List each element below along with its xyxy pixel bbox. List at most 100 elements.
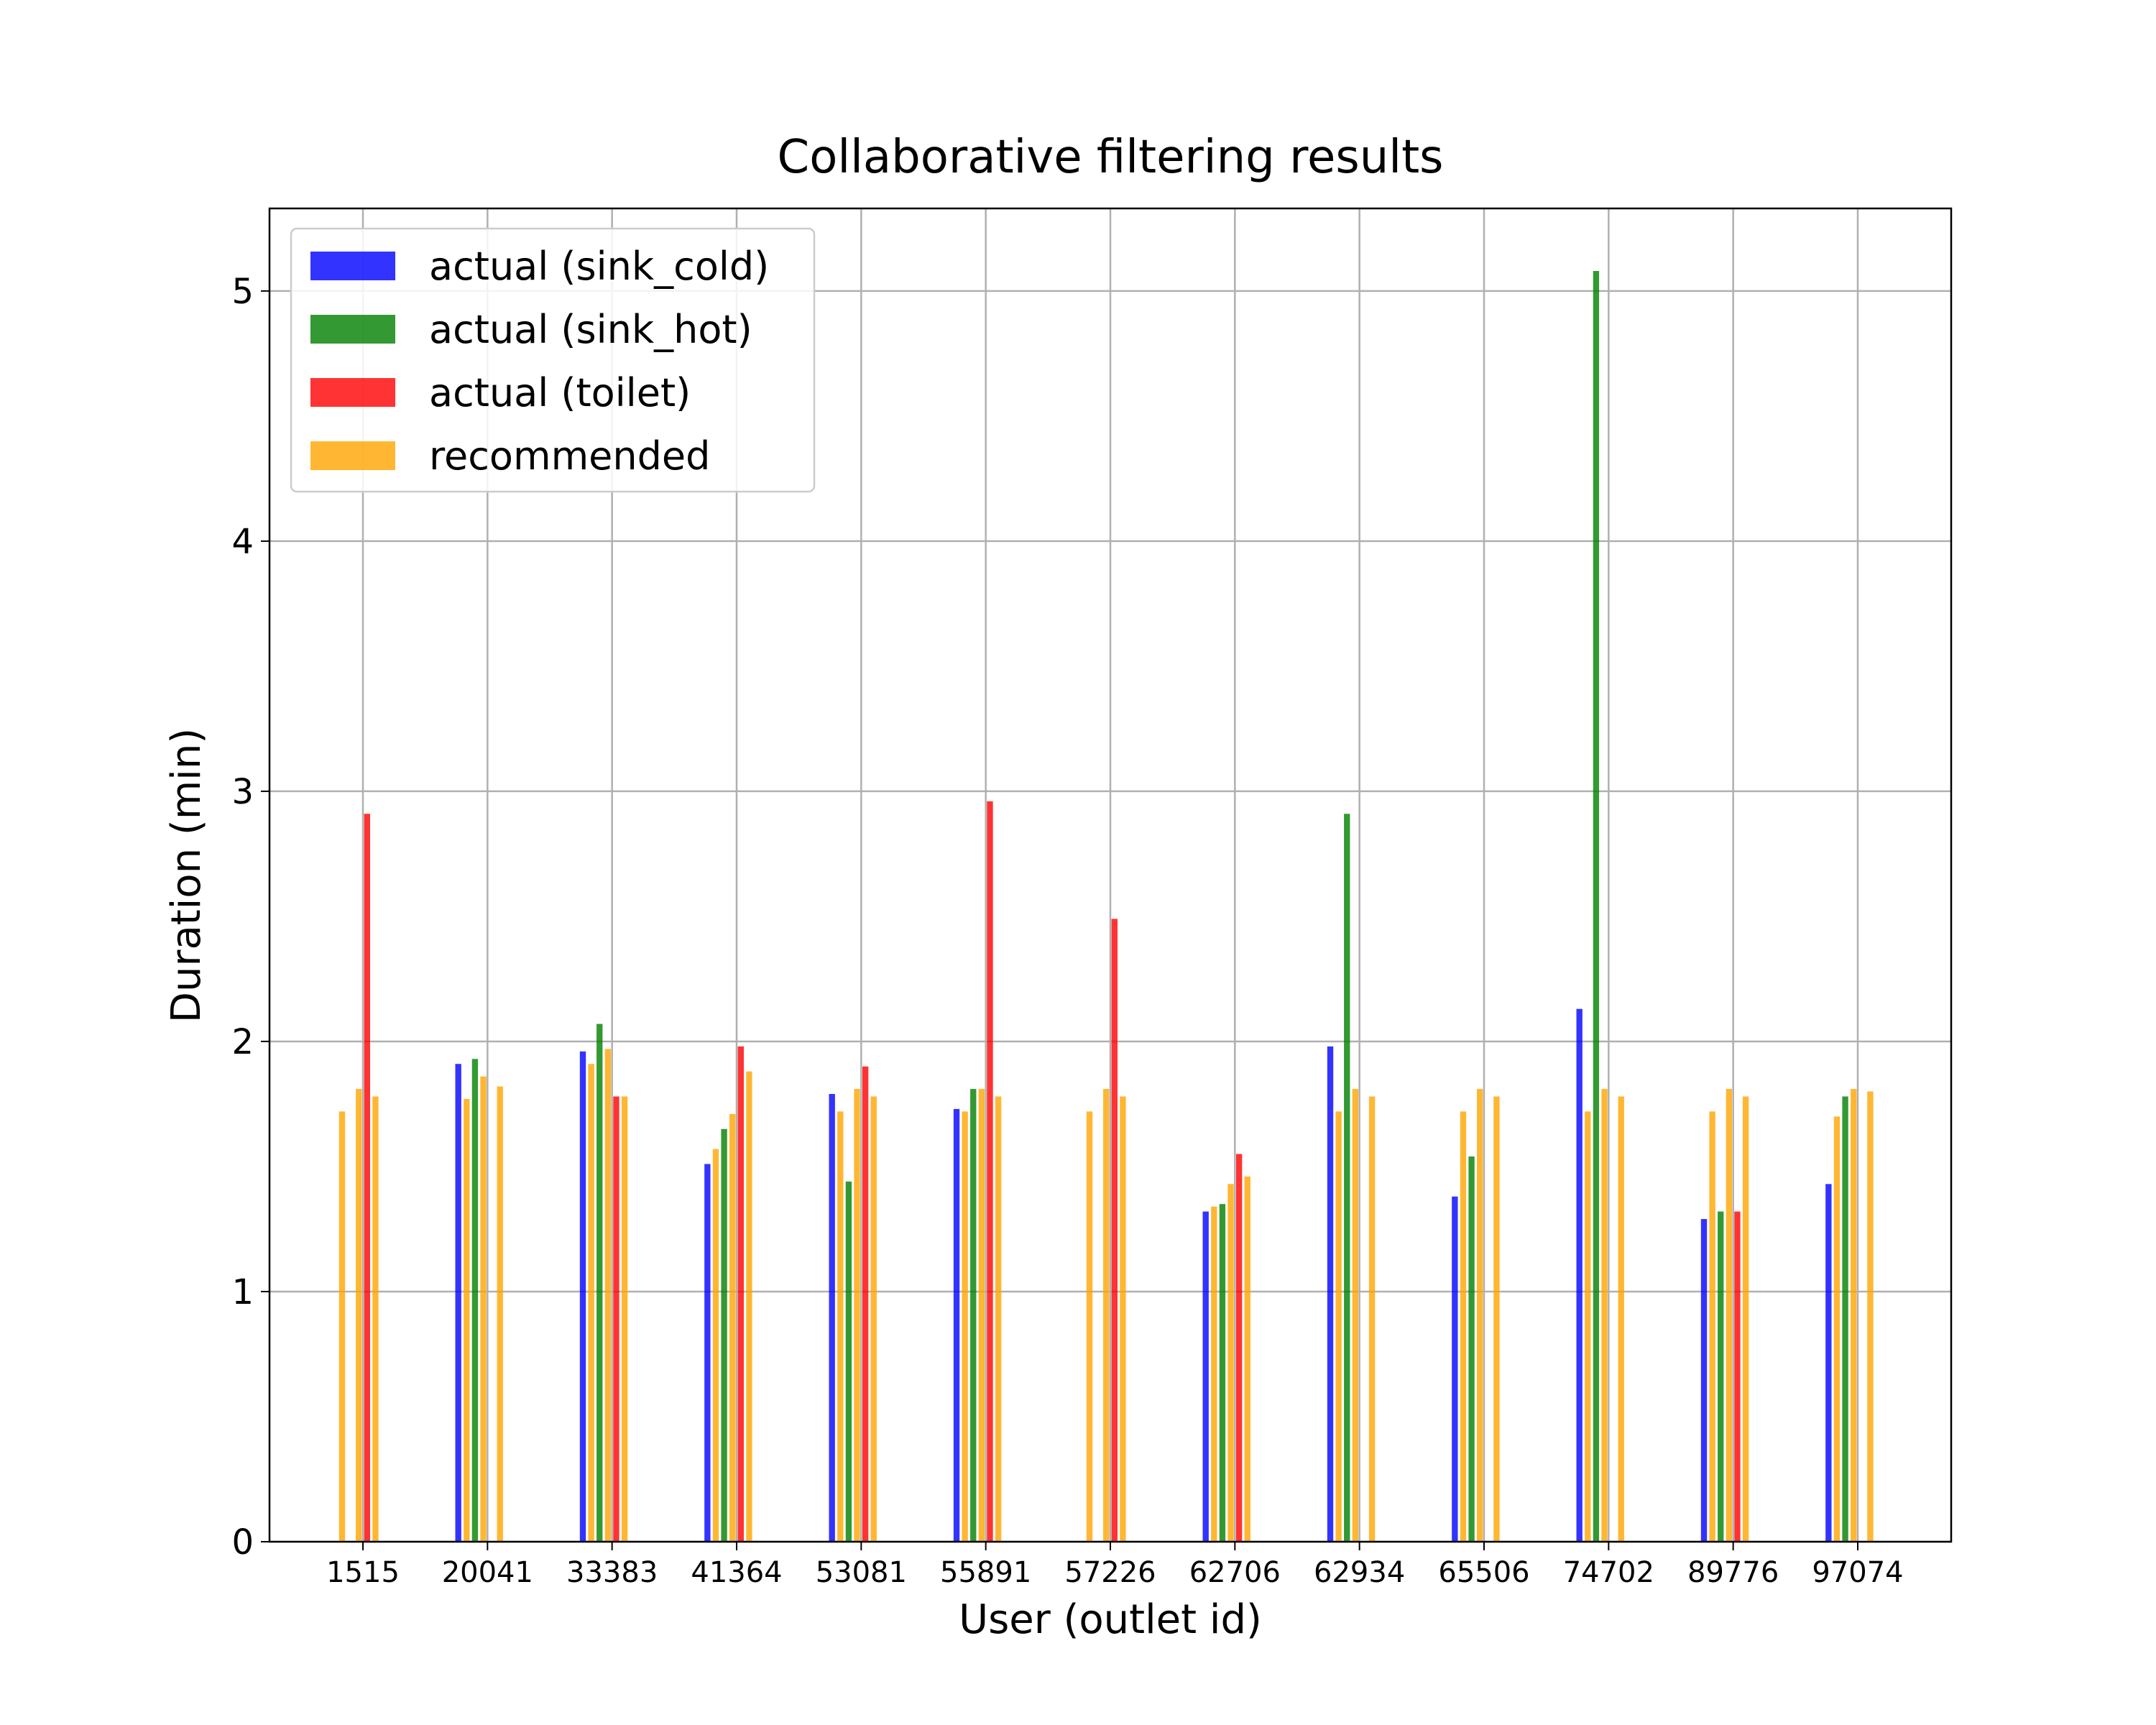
bar-recommended <box>1726 1089 1733 1542</box>
x-tick-label: 62934 <box>1314 1556 1405 1589</box>
bar-recommended <box>1601 1089 1608 1542</box>
bar-recommended <box>1227 1184 1234 1542</box>
legend-swatch <box>310 378 395 407</box>
bar-recommended <box>854 1089 860 1542</box>
bar-recommended <box>588 1064 594 1542</box>
bar-recommended <box>1477 1089 1483 1542</box>
y-tick-label: 5 <box>231 272 254 312</box>
bar-recommended <box>962 1111 968 1542</box>
y-tick-label: 1 <box>231 1272 254 1312</box>
bar-recommended <box>497 1086 503 1542</box>
bar-actual-sink-hot <box>1842 1096 1848 1542</box>
bar-actual-sink-cold <box>579 1051 586 1542</box>
bar-recommended <box>1460 1111 1467 1542</box>
legend-label: actual (sink_cold) <box>429 244 769 289</box>
legend-swatch <box>310 441 395 470</box>
y-tick-label: 2 <box>231 1022 254 1062</box>
bar-actual-toilet <box>364 814 370 1542</box>
bar-actual-sink-hot <box>970 1089 977 1542</box>
bar-recommended <box>621 1096 628 1542</box>
bar-recommended <box>1120 1096 1126 1542</box>
bar-actual-sink-cold <box>455 1064 461 1542</box>
x-axis: 1515 20041 33383 41364 53081 55891 57226 62706 6… <box>326 1542 1904 1589</box>
legend-swatch <box>310 252 395 280</box>
bar-recommended <box>1618 1096 1624 1542</box>
legend-label: recommended <box>429 433 710 479</box>
bar-actual-sink-cold <box>1202 1211 1209 1542</box>
y-axis: 0 1 2 3 4 5 <box>231 272 270 1563</box>
x-tick-label: 20041 <box>442 1556 533 1589</box>
bar-actual-sink-cold <box>1825 1184 1832 1542</box>
bar-recommended <box>1211 1206 1217 1542</box>
bar-recommended <box>978 1089 985 1542</box>
bar-actual-toilet <box>1111 919 1118 1542</box>
bar-recommended <box>464 1098 470 1542</box>
bar-recommended <box>1833 1116 1841 1542</box>
bar-recommended <box>1103 1089 1110 1542</box>
legend-swatch <box>310 315 395 344</box>
bars <box>338 271 1874 1542</box>
bar-recommended <box>746 1071 752 1542</box>
bar-actual-toilet <box>1235 1154 1243 1542</box>
x-axis-label: User (outlet id) <box>959 1596 1262 1643</box>
bar-actual-sink-hot <box>1219 1204 1226 1542</box>
legend-label: actual (toilet) <box>429 370 691 415</box>
y-axis-label: Duration (min) <box>163 728 210 1023</box>
bar-actual-sink-hot <box>845 1181 852 1542</box>
bar-actual-sink-cold <box>1576 1008 1583 1542</box>
bar-actual-sink-cold <box>1452 1196 1458 1542</box>
bar-actual-toilet <box>862 1066 869 1542</box>
bar-recommended <box>372 1096 379 1542</box>
bar-recommended <box>1368 1096 1376 1542</box>
bar-recommended <box>604 1049 612 1542</box>
bar-recommended <box>1493 1096 1500 1542</box>
bar-actual-toilet <box>737 1046 744 1542</box>
bar-actual-sink-hot <box>1718 1211 1724 1542</box>
bar-recommended <box>356 1089 362 1542</box>
bar-recommended <box>729 1113 736 1542</box>
bar-recommended <box>1709 1111 1715 1542</box>
bar-recommended <box>837 1111 844 1542</box>
bar-recommended <box>712 1149 719 1542</box>
y-tick-label: 4 <box>231 522 254 562</box>
bar-actual-sink-cold <box>829 1094 835 1542</box>
bar-recommended <box>995 1096 1002 1542</box>
x-tick-label: 62706 <box>1189 1556 1281 1589</box>
bar-recommended <box>338 1111 346 1542</box>
bar-recommended <box>1086 1111 1093 1542</box>
legend: actual (sink_cold)actual (sink_hot)actua… <box>290 227 816 493</box>
bar-actual-toilet <box>613 1096 619 1542</box>
bar-recommended <box>1244 1176 1250 1542</box>
x-tick-label: 53081 <box>816 1556 907 1589</box>
x-tick-label: 57226 <box>1064 1556 1156 1589</box>
bar-recommended <box>1851 1089 1857 1542</box>
bar-actual-sink-hot <box>471 1059 479 1542</box>
bar-actual-sink-hot <box>1344 814 1350 1542</box>
y-tick-label: 0 <box>231 1522 254 1563</box>
x-tick-label: 55891 <box>940 1556 1031 1589</box>
bar-actual-toilet <box>1734 1211 1741 1542</box>
y-tick-label: 3 <box>231 772 254 812</box>
bar-actual-sink-cold <box>1700 1219 1708 1542</box>
bar-recommended <box>1867 1091 1874 1542</box>
bar-recommended <box>1742 1096 1749 1542</box>
bar-actual-sink-hot <box>1468 1156 1475 1542</box>
bar-actual-sink-hot <box>596 1024 603 1542</box>
bar-actual-sink-cold <box>1327 1046 1334 1542</box>
bar-recommended <box>1585 1111 1591 1542</box>
legend-label: actual (sink_hot) <box>429 307 752 352</box>
x-tick-label: 33383 <box>566 1556 658 1589</box>
bar-actual-sink-cold <box>953 1108 960 1542</box>
x-tick-label: 74702 <box>1563 1556 1654 1589</box>
chart-title: Collaborative filtering results <box>778 131 1444 184</box>
bar-actual-toilet <box>987 801 993 1542</box>
bar-recommended <box>1335 1111 1342 1542</box>
legend-box <box>290 227 816 493</box>
x-tick-label: 41364 <box>691 1556 782 1589</box>
bar-recommended <box>870 1096 877 1542</box>
x-tick-label: 97074 <box>1812 1556 1903 1589</box>
bar-actual-sink-hot <box>721 1128 727 1542</box>
bar-recommended <box>480 1076 487 1542</box>
bar-actual-sink-cold <box>704 1164 711 1542</box>
